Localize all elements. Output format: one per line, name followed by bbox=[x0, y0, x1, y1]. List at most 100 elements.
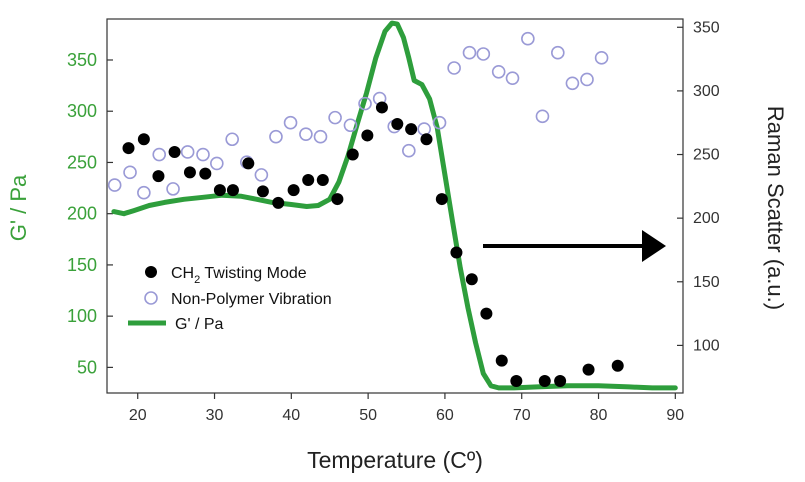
x-axis-ticks: 20 30 40 50 60 70 80 90 bbox=[129, 393, 684, 424]
left-tick-label: 150 bbox=[67, 255, 97, 275]
nonpolymer-point bbox=[417, 122, 431, 136]
ch2-point bbox=[272, 196, 285, 209]
ch2-point bbox=[168, 145, 181, 158]
ch2-point bbox=[480, 307, 493, 320]
ch2-point bbox=[316, 173, 329, 186]
legend-label-gprime: G' / Pa bbox=[175, 316, 224, 333]
legend-label-nonpolymer: Non-Polymer Vibration bbox=[171, 291, 332, 308]
left-tick-label: 100 bbox=[67, 306, 97, 326]
ch2-point bbox=[495, 354, 508, 367]
left-tick-label: 50 bbox=[77, 357, 97, 377]
nonpolymer-point bbox=[594, 51, 609, 65]
ch2-point bbox=[538, 375, 551, 388]
ch2-point bbox=[465, 273, 478, 286]
nonpolymer-point bbox=[313, 129, 328, 144]
nonpolymer-point bbox=[225, 132, 239, 147]
ch2-point bbox=[611, 359, 624, 372]
ch2-point bbox=[450, 246, 463, 259]
legend-marker-ch2 bbox=[145, 266, 157, 278]
legend: CH2 Twisting Mode Non-Polymer Vibration … bbox=[128, 265, 332, 333]
left-axis-ticks: 50 100 150 200 250 300 350 bbox=[67, 50, 113, 377]
legend-label-ch2: CH2 Twisting Mode bbox=[171, 265, 307, 286]
arrow-head-icon bbox=[642, 230, 666, 262]
ch2-point bbox=[122, 142, 135, 155]
right-tick-label: 250 bbox=[693, 147, 720, 164]
ch2-point bbox=[183, 166, 196, 179]
left-tick-label: 200 bbox=[67, 204, 97, 224]
x-tick-label: 40 bbox=[282, 407, 300, 424]
ch2-point bbox=[213, 184, 226, 197]
right-tick-label: 300 bbox=[693, 83, 720, 100]
nonpolymer-point bbox=[535, 109, 550, 124]
right-tick-label: 100 bbox=[693, 337, 720, 354]
nonpolymer-point bbox=[137, 185, 151, 200]
nonpolymer-point bbox=[476, 47, 491, 61]
left-axis-title: G' / Pa bbox=[6, 174, 31, 241]
ch2-point bbox=[302, 173, 315, 186]
nonpolymer-point bbox=[432, 115, 447, 130]
gprime-series bbox=[111, 20, 678, 391]
ch2-point bbox=[375, 101, 388, 114]
ch2-point bbox=[346, 148, 359, 161]
nonpolymer-point bbox=[283, 115, 298, 130]
nonpolymer-point bbox=[254, 168, 269, 182]
ch2-point bbox=[226, 184, 239, 197]
nonpolymer-point bbox=[505, 71, 520, 85]
x-axis-title: Temperature (Cº) bbox=[307, 447, 483, 473]
nonpolymer-point bbox=[166, 182, 180, 196]
nonpolymer-point bbox=[343, 118, 358, 133]
right-axis-title: Raman Scatter (a.u.) bbox=[763, 106, 788, 310]
nonpolymer-point bbox=[402, 143, 416, 158]
x-tick-label: 60 bbox=[436, 407, 454, 424]
ch2-point bbox=[554, 375, 567, 388]
nonpolymer-point bbox=[565, 76, 580, 91]
x-tick-label: 90 bbox=[666, 407, 684, 424]
ch2-point bbox=[391, 117, 404, 130]
nonpolymer-point bbox=[580, 72, 594, 87]
nonpolymer-point bbox=[107, 178, 122, 192]
nonpolymer-point bbox=[462, 45, 477, 60]
ch2-point bbox=[199, 167, 212, 180]
ch2-point bbox=[242, 157, 255, 170]
x-tick-label: 30 bbox=[206, 407, 224, 424]
ch2-point bbox=[582, 363, 595, 376]
ch2-point bbox=[361, 129, 374, 142]
legend-marker-nonpolymer bbox=[144, 291, 158, 305]
nonpolymer-point bbox=[521, 31, 535, 46]
nonpolymer-point bbox=[123, 165, 137, 180]
x-tick-label: 50 bbox=[359, 407, 377, 424]
nonpolymer-point bbox=[180, 145, 195, 159]
right-axis-ticks: 100 150 200 250 300 350 bbox=[677, 19, 720, 354]
ch2-point bbox=[331, 193, 344, 206]
nonpolymer-point bbox=[269, 129, 283, 144]
ch2-point bbox=[256, 185, 269, 198]
nonpolymer-point bbox=[152, 147, 167, 162]
ch2-series bbox=[122, 101, 624, 388]
nonpolymer-point bbox=[551, 45, 565, 60]
gprime-line bbox=[111, 20, 678, 391]
ch2-point bbox=[435, 193, 448, 206]
left-tick-label: 250 bbox=[67, 152, 97, 172]
plot-frame bbox=[106, 18, 684, 394]
right-tick-label: 150 bbox=[693, 274, 720, 291]
nonpolymer-point bbox=[328, 110, 342, 125]
left-tick-label: 300 bbox=[67, 101, 97, 121]
ch2-point bbox=[510, 375, 523, 388]
nonpolymer-series bbox=[107, 31, 609, 200]
nonpolymer-point bbox=[358, 96, 372, 111]
left-tick-label: 350 bbox=[67, 50, 97, 70]
nonpolymer-point bbox=[491, 65, 506, 79]
x-tick-label: 20 bbox=[129, 407, 147, 424]
right-tick-label: 200 bbox=[693, 210, 720, 227]
x-tick-label: 80 bbox=[590, 407, 608, 424]
nonpolymer-point bbox=[196, 147, 210, 162]
x-tick-label: 70 bbox=[513, 407, 531, 424]
nonpolymer-point bbox=[210, 156, 224, 171]
right-arrow-annotation bbox=[483, 230, 666, 262]
right-tick-label: 350 bbox=[693, 19, 720, 36]
ch2-point bbox=[152, 170, 165, 183]
ch2-point bbox=[137, 133, 150, 146]
nonpolymer-point bbox=[299, 127, 313, 141]
ch2-point bbox=[287, 184, 300, 197]
